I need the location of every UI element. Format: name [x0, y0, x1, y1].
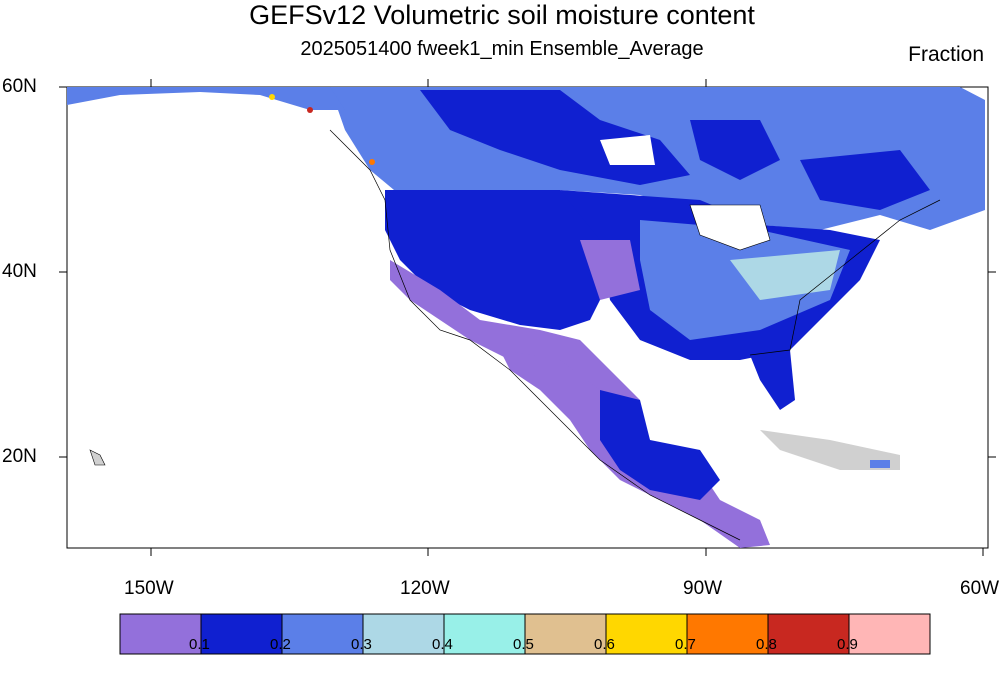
- lon-label-60w: 60W: [960, 578, 1000, 599]
- colorbar-swatch: [362, 613, 445, 655]
- colorbar-label: 0.5: [513, 636, 534, 653]
- moisture-field: [67, 87, 985, 548]
- colorbar-label: 0.9: [837, 636, 858, 653]
- units-label: Fraction: [908, 43, 984, 66]
- colorbar-label: 0.8: [756, 636, 777, 653]
- colorbar-swatch: [605, 613, 688, 655]
- colorbar-label: 0.4: [432, 636, 453, 653]
- colorbar-label: 0.7: [675, 636, 696, 653]
- colorbar-swatch: [281, 613, 364, 655]
- colorbar-label: 0.6: [594, 636, 615, 653]
- colorbar-swatch: [686, 613, 769, 655]
- map-title: GEFSv12 Volumetric soil moisture content: [249, 0, 755, 30]
- colorbar-swatch: [443, 613, 526, 655]
- colorbar-label: 0.2: [270, 636, 291, 653]
- colorbar-swatch: [119, 613, 202, 655]
- colorbar-swatch: [767, 613, 850, 655]
- lat-label-20n: 20N: [2, 446, 37, 467]
- colorbar-swatch: [848, 613, 931, 655]
- colorbar-label: 0.3: [351, 636, 372, 653]
- map-subtitle: 2025051400 fweek1_min Ensemble_Average: [300, 38, 704, 60]
- colorbar-label: 0.1: [189, 636, 210, 653]
- colorbar-swatch: [524, 613, 607, 655]
- lon-label-120w: 120W: [400, 578, 450, 599]
- lat-label-60n: 60N: [2, 76, 37, 97]
- lon-label-150w: 150W: [124, 578, 174, 599]
- axis-ticks: [59, 79, 996, 556]
- lon-label-90w: 90W: [683, 578, 723, 599]
- lat-label-40n: 40N: [2, 261, 37, 282]
- colorbar: [119, 613, 931, 655]
